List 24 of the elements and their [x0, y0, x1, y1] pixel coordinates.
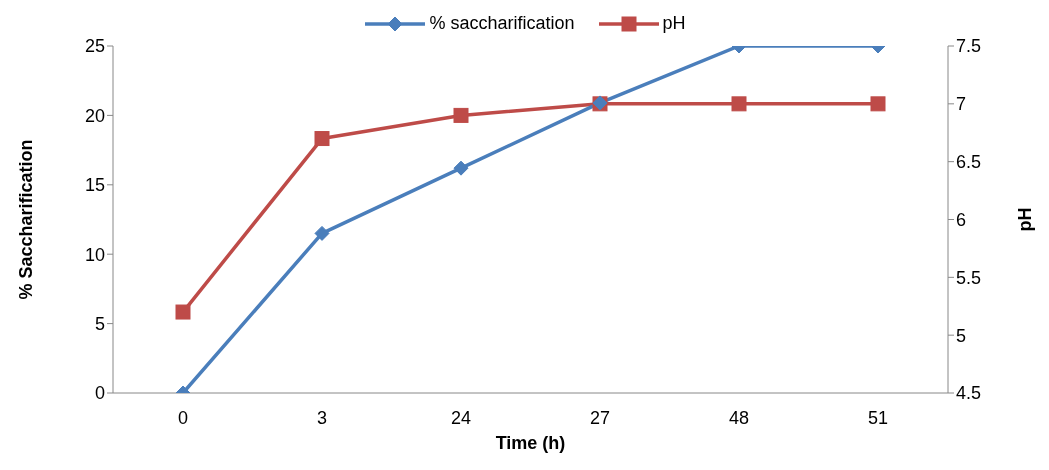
y2-tick-label: 5.5	[956, 267, 982, 288]
legend-label: pH	[662, 13, 686, 34]
y2-tick-label: 7	[956, 94, 967, 115]
y2-tick-label: 4.5	[956, 383, 982, 404]
legend-label: % saccharification	[429, 13, 575, 34]
y2-tick-label: 5	[956, 325, 967, 346]
x-tick-label: 48	[728, 407, 750, 428]
y2-tick-label: 6.5	[956, 152, 982, 173]
y-tick-label: 10	[84, 244, 105, 265]
y2-tick-label: 7.5	[956, 36, 982, 57]
x-tick-label: 51	[867, 407, 889, 428]
x-tick-label: 0	[177, 407, 189, 428]
y-tick-label: 20	[84, 105, 105, 126]
x-axis-title: Time (h)	[495, 433, 566, 453]
x-tick-label: 3	[316, 407, 328, 428]
y-axis-title: % Saccharification	[16, 139, 37, 300]
x-tick-label: 24	[450, 407, 472, 428]
y-tick-label: 25	[84, 36, 105, 57]
y-tick-label: 15	[84, 175, 105, 196]
y-tick-label: 5	[94, 313, 105, 334]
x-tick-label: 27	[589, 407, 611, 428]
y2-tick-label: 6	[956, 209, 967, 230]
y-tick-label: 0	[94, 383, 105, 404]
y2-axis-title: pH	[1015, 207, 1036, 232]
